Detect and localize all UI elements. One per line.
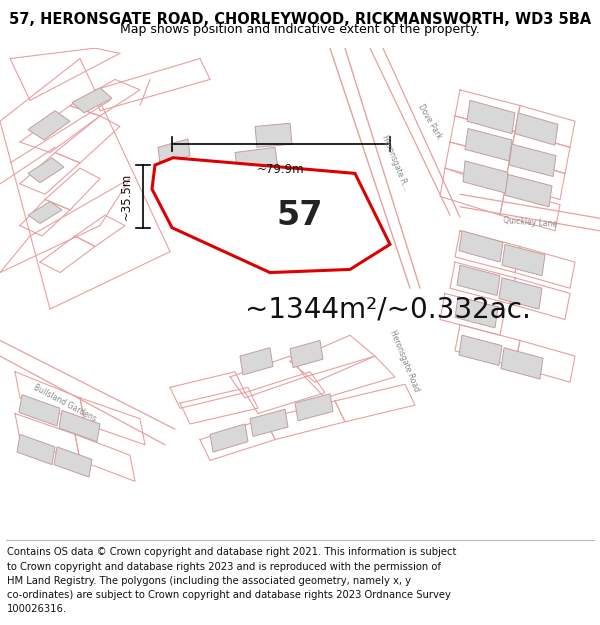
Polygon shape (502, 244, 545, 276)
Polygon shape (28, 158, 64, 182)
Polygon shape (467, 101, 515, 134)
Polygon shape (155, 165, 188, 190)
Polygon shape (459, 335, 502, 366)
Polygon shape (19, 395, 60, 426)
Text: 100026316.: 100026316. (7, 604, 67, 614)
Polygon shape (455, 297, 498, 328)
Text: Heronsgate R...: Heronsgate R... (380, 134, 410, 192)
Polygon shape (250, 409, 288, 436)
Text: 57, HERONSGATE ROAD, CHORLEYWOOD, RICKMANSWORTH, WD3 5BA: 57, HERONSGATE ROAD, CHORLEYWOOD, RICKMA… (9, 12, 591, 27)
Polygon shape (509, 144, 556, 176)
Polygon shape (152, 158, 390, 272)
Polygon shape (499, 278, 542, 309)
Text: Heronsgate Road: Heronsgate Road (388, 329, 422, 394)
Polygon shape (465, 129, 512, 161)
Text: ~1344m²/~0.332ac.: ~1344m²/~0.332ac. (245, 295, 531, 323)
Text: to Crown copyright and database rights 2023 and is reproduced with the permissio: to Crown copyright and database rights 2… (7, 562, 441, 572)
Polygon shape (501, 348, 543, 379)
Polygon shape (459, 231, 503, 262)
Text: Quickley Lane: Quickley Lane (503, 216, 557, 229)
Polygon shape (210, 424, 248, 452)
Polygon shape (515, 113, 558, 145)
Text: HM Land Registry. The polygons (including the associated geometry, namely x, y: HM Land Registry. The polygons (includin… (7, 576, 411, 586)
Text: Contains OS data © Crown copyright and database right 2021. This information is : Contains OS data © Crown copyright and d… (7, 548, 457, 558)
Polygon shape (28, 202, 62, 224)
Polygon shape (290, 341, 323, 367)
Polygon shape (72, 88, 112, 113)
Polygon shape (235, 148, 278, 173)
Polygon shape (505, 174, 552, 207)
Polygon shape (59, 411, 100, 442)
Text: Map shows position and indicative extent of the property.: Map shows position and indicative extent… (120, 23, 480, 36)
Text: Dove Park: Dove Park (416, 102, 443, 140)
Text: ~35.5m: ~35.5m (120, 173, 133, 220)
Text: 57: 57 (277, 199, 323, 232)
Polygon shape (28, 111, 70, 140)
Polygon shape (240, 348, 273, 375)
Text: ~79.9m: ~79.9m (257, 163, 305, 176)
Polygon shape (158, 139, 190, 164)
Polygon shape (463, 161, 508, 193)
Polygon shape (295, 394, 333, 421)
Text: Bullsland Gardens: Bullsland Gardens (32, 382, 98, 423)
Polygon shape (17, 434, 55, 464)
Polygon shape (54, 447, 92, 477)
Polygon shape (457, 265, 500, 296)
Polygon shape (255, 123, 292, 148)
Text: co-ordinates) are subject to Crown copyright and database rights 2023 Ordnance S: co-ordinates) are subject to Crown copyr… (7, 590, 451, 600)
